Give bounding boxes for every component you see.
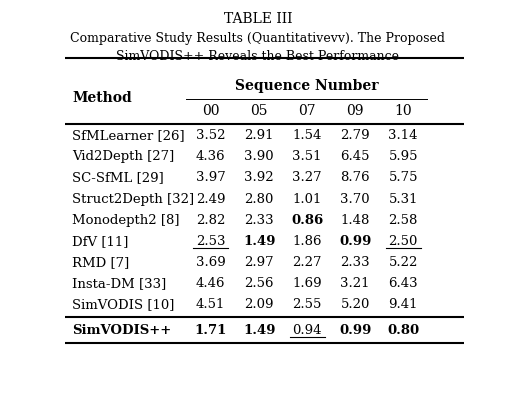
Text: 10: 10: [394, 104, 412, 118]
Text: SimVODIS [10]: SimVODIS [10]: [72, 298, 175, 311]
Text: Monodepth2 [8]: Monodepth2 [8]: [72, 214, 180, 227]
Text: 2.79: 2.79: [341, 129, 370, 142]
Text: 0.94: 0.94: [293, 324, 322, 337]
Text: 1.54: 1.54: [293, 129, 322, 142]
Text: 1.71: 1.71: [195, 324, 227, 337]
Text: 2.58: 2.58: [389, 214, 418, 227]
Text: RMD [7]: RMD [7]: [72, 256, 130, 269]
Text: 2.33: 2.33: [245, 214, 274, 227]
Text: 2.56: 2.56: [245, 277, 274, 290]
Text: 5.95: 5.95: [389, 150, 418, 163]
Text: 4.51: 4.51: [196, 298, 225, 311]
Text: 2.80: 2.80: [245, 193, 274, 206]
Text: 3.51: 3.51: [293, 150, 322, 163]
Text: 1.49: 1.49: [243, 235, 276, 248]
Text: 6.43: 6.43: [389, 277, 418, 290]
Text: 9.41: 9.41: [389, 298, 418, 311]
Text: 2.09: 2.09: [245, 298, 274, 311]
Text: 0.80: 0.80: [387, 324, 420, 337]
Text: TABLE III: TABLE III: [224, 12, 292, 26]
Text: 3.90: 3.90: [245, 150, 274, 163]
Text: 3.52: 3.52: [196, 129, 225, 142]
Text: 00: 00: [202, 104, 219, 118]
Text: 1.69: 1.69: [293, 277, 322, 290]
Text: 5.75: 5.75: [389, 171, 418, 184]
Text: Comparative Study Results (Quantitativevv). The Proposed: Comparative Study Results (Quantitativev…: [71, 32, 445, 45]
Text: 0.99: 0.99: [339, 235, 372, 248]
Text: 2.53: 2.53: [196, 235, 225, 248]
Text: 0.86: 0.86: [291, 214, 324, 227]
Text: 3.92: 3.92: [245, 171, 274, 184]
Text: 1.48: 1.48: [341, 214, 370, 227]
Text: Struct2Depth [32]: Struct2Depth [32]: [72, 193, 195, 206]
Text: SimVODIS++: SimVODIS++: [72, 324, 172, 337]
Text: Sequence Number: Sequence Number: [235, 79, 379, 93]
Text: 3.14: 3.14: [389, 129, 418, 142]
Text: 2.33: 2.33: [341, 256, 370, 269]
Text: SimVODIS++ Reveals the Best Performance: SimVODIS++ Reveals the Best Performance: [117, 50, 399, 63]
Text: 09: 09: [346, 104, 364, 118]
Text: 2.91: 2.91: [245, 129, 274, 142]
Text: 0.99: 0.99: [339, 324, 372, 337]
Text: 5.31: 5.31: [389, 193, 418, 206]
Text: 2.50: 2.50: [389, 235, 418, 248]
Text: 5.22: 5.22: [389, 256, 418, 269]
Text: 3.27: 3.27: [293, 171, 322, 184]
Text: 3.70: 3.70: [341, 193, 370, 206]
Text: SfMLearner [26]: SfMLearner [26]: [72, 129, 185, 142]
Text: 4.36: 4.36: [196, 150, 225, 163]
Text: DfV [11]: DfV [11]: [72, 235, 129, 248]
Text: 05: 05: [250, 104, 268, 118]
Text: 8.76: 8.76: [341, 171, 370, 184]
Text: 3.69: 3.69: [196, 256, 225, 269]
Text: SC-SfML [29]: SC-SfML [29]: [72, 171, 164, 184]
Text: Insta-DM [33]: Insta-DM [33]: [72, 277, 167, 290]
Text: 5.20: 5.20: [341, 298, 370, 311]
Text: 2.55: 2.55: [293, 298, 322, 311]
Text: Vid2Depth [27]: Vid2Depth [27]: [72, 150, 175, 163]
Text: 3.97: 3.97: [196, 171, 225, 184]
Text: 4.46: 4.46: [196, 277, 225, 290]
Text: 1.86: 1.86: [293, 235, 322, 248]
Text: 2.82: 2.82: [196, 214, 225, 227]
Text: 6.45: 6.45: [341, 150, 370, 163]
Text: 2.27: 2.27: [293, 256, 322, 269]
Text: 1.01: 1.01: [293, 193, 322, 206]
Text: 3.21: 3.21: [341, 277, 370, 290]
Text: 1.49: 1.49: [243, 324, 276, 337]
Text: Method: Method: [72, 91, 132, 105]
Text: 2.97: 2.97: [245, 256, 274, 269]
Text: 2.49: 2.49: [196, 193, 225, 206]
Text: 07: 07: [298, 104, 316, 118]
